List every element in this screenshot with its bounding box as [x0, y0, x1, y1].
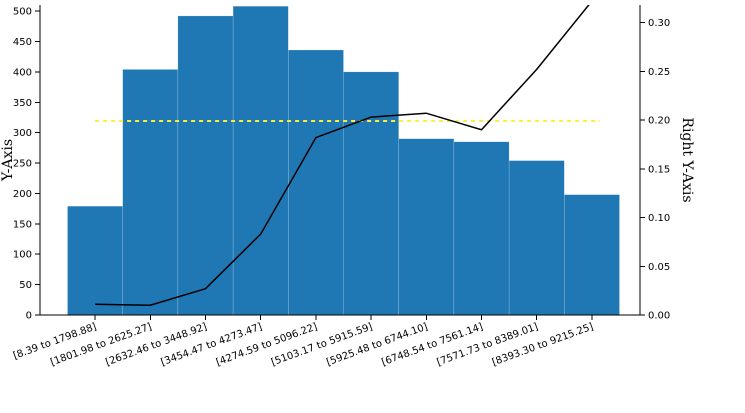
- bar: [343, 71, 399, 316]
- bar: [122, 69, 179, 316]
- y-tick-label: 250: [13, 159, 32, 170]
- series-line: [95, 5, 590, 307]
- y2-tick-label: 0.00: [648, 311, 670, 322]
- bar: [508, 160, 565, 316]
- bar: [232, 5, 289, 316]
- y-tick-label: 0: [26, 311, 32, 322]
- y-tick-label: 150: [13, 219, 32, 230]
- right-y-axis-title: Right Y-Axis: [679, 117, 695, 202]
- bar: [288, 49, 344, 316]
- bars: [67, 5, 620, 316]
- left-axis: 0 50 100 150 200 250 300 350 400 450 500: [13, 5, 41, 322]
- y2-tick-label: 0.25: [648, 67, 670, 78]
- x-tick-label: [8393.30 to 9215.25]: [491, 321, 595, 368]
- bar: [398, 138, 455, 316]
- y2-tick-label: 0.05: [648, 262, 670, 273]
- y2-tick-label: 0.10: [648, 213, 670, 224]
- bar: [177, 15, 234, 316]
- y-axis-title: Y-Axis: [0, 139, 16, 182]
- y-tick-label: 500: [13, 7, 32, 18]
- x-axis: [8.39 to 1798.88][1801.98 to 2625.27][26…: [12, 314, 640, 368]
- y2-tick-label: 0.15: [648, 164, 670, 175]
- y-tick-label: 450: [13, 37, 32, 48]
- series-line-group: [95, 5, 590, 307]
- bar: [67, 205, 123, 316]
- y-tick-label: 400: [13, 67, 32, 78]
- y-tick-label: 300: [13, 128, 32, 139]
- right-axis: 0.00 0.05 0.10 0.15 0.20 0.25 0.30: [639, 5, 670, 322]
- y-tick-label: 350: [13, 98, 32, 109]
- y2-tick-label: 0.20: [648, 116, 670, 127]
- y2-tick-label: 0.30: [648, 18, 670, 29]
- bar: [453, 141, 510, 316]
- bar: [564, 194, 620, 316]
- y-tick-label: 200: [13, 189, 32, 200]
- y-tick-label: 100: [13, 250, 32, 261]
- y-tick-label: 50: [19, 280, 32, 291]
